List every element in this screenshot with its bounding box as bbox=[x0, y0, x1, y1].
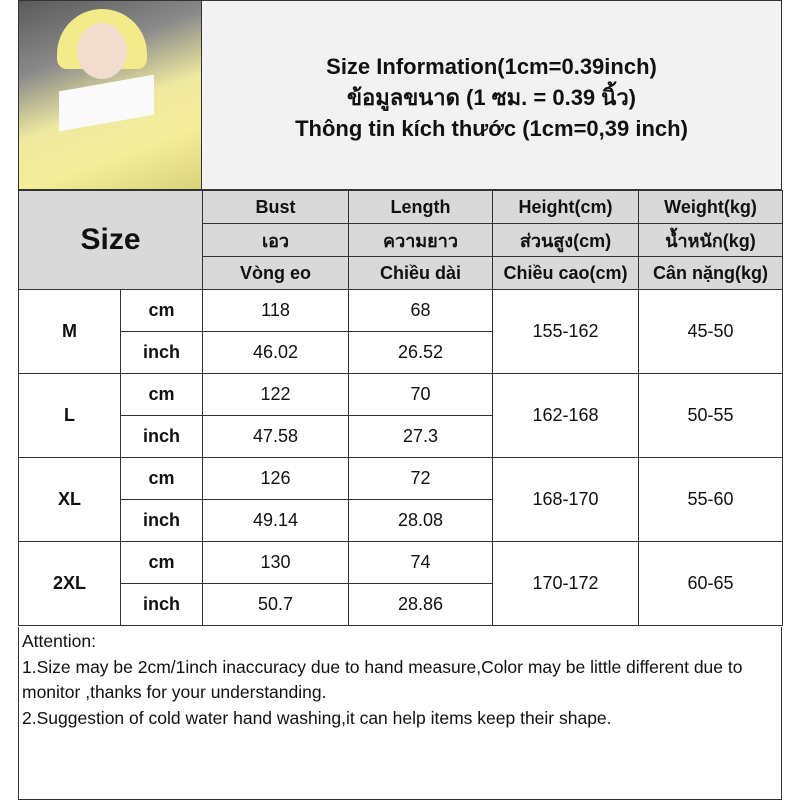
title-thai: ข้อมูลขนาด (1 ซม. = 0.39 นิ้ว) bbox=[346, 85, 636, 110]
header-cell: Chiều dài bbox=[348, 256, 493, 290]
unit-cell: inch bbox=[120, 499, 203, 542]
header-cell: Weight(kg) bbox=[638, 190, 783, 224]
attention-note-1: 1.Size may be 2cm/1inch inaccuracy due t… bbox=[22, 656, 743, 703]
weight-cell: 55-60 bbox=[638, 457, 783, 542]
height-cell: 162-168 bbox=[492, 373, 639, 458]
title-vietnamese: Thông tin kích thước (1cm=0,39 inch) bbox=[295, 116, 688, 141]
header-cell: Height(cm) bbox=[492, 190, 639, 224]
length-cell: 74 bbox=[348, 541, 493, 584]
length-cell: 26.52 bbox=[348, 331, 493, 374]
table-row: inch 50.7 28.86 bbox=[19, 583, 783, 626]
size-header: Size bbox=[18, 190, 203, 290]
bust-cell: 122 bbox=[202, 373, 349, 416]
header-cell: Bust bbox=[202, 190, 349, 224]
bust-cell: 126 bbox=[202, 457, 349, 500]
header-cell: Vòng eo bbox=[202, 256, 349, 290]
table-row: inch 49.14 28.08 bbox=[19, 499, 783, 542]
weight-cell: 50-55 bbox=[638, 373, 783, 458]
header-cell: ความยาว bbox=[348, 223, 493, 257]
header-cell: Length bbox=[348, 190, 493, 224]
unit-cell: cm bbox=[120, 457, 203, 500]
size-cell: L bbox=[18, 373, 121, 458]
unit-cell: cm bbox=[120, 289, 203, 332]
unit-cell: inch bbox=[120, 331, 203, 374]
size-table: Size Bust Length Height(cm) Weight(kg) เอวค… bbox=[18, 190, 783, 626]
bust-cell: 130 bbox=[202, 541, 349, 584]
length-cell: 68 bbox=[348, 289, 493, 332]
bust-cell: 118 bbox=[202, 289, 349, 332]
length-cell: 28.86 bbox=[348, 583, 493, 626]
attention-heading: Attention: bbox=[22, 631, 96, 651]
attention-note-2: 2.Suggestion of cold water hand washing,… bbox=[22, 707, 612, 728]
product-photo bbox=[18, 0, 202, 190]
bust-cell: 50.7 bbox=[202, 583, 349, 626]
height-cell: 155-162 bbox=[492, 289, 639, 374]
bust-cell: 46.02 bbox=[202, 331, 349, 374]
length-cell: 27.3 bbox=[348, 415, 493, 458]
table-row: inch 46.02 26.52 bbox=[19, 331, 783, 374]
header-cell: เอว bbox=[202, 223, 349, 257]
unit-cell: cm bbox=[120, 373, 203, 416]
weight-cell: 45-50 bbox=[638, 289, 783, 374]
table-row: XL cm 126 72 168-170 55-60 bbox=[18, 457, 783, 542]
unit-cell: inch bbox=[120, 583, 203, 626]
length-cell: 72 bbox=[348, 457, 493, 500]
height-cell: 168-170 bbox=[492, 457, 639, 542]
size-cell: 2XL bbox=[18, 541, 121, 626]
header-cell: น้ำหนัก(kg) bbox=[638, 223, 783, 257]
header-cell: Chiều cao(cm) bbox=[492, 256, 639, 290]
header-cell: ส่วนสูง(cm) bbox=[492, 223, 639, 257]
size-cell: M bbox=[18, 289, 121, 374]
bust-cell: 47.58 bbox=[202, 415, 349, 458]
length-cell: 70 bbox=[348, 373, 493, 416]
title-english: Size Information(1cm=0.39inch) bbox=[326, 54, 657, 79]
header-cell: Cân nặng(kg) bbox=[638, 256, 783, 290]
unit-cell: inch bbox=[120, 415, 203, 458]
table-row: inch 47.58 27.3 bbox=[19, 415, 783, 458]
unit-cell: cm bbox=[120, 541, 203, 584]
length-cell: 28.08 bbox=[348, 499, 493, 542]
height-cell: 170-172 bbox=[492, 541, 639, 626]
bust-cell: 49.14 bbox=[202, 499, 349, 542]
title-panel: Size Information(1cm=0.39inch) ข้อมูลขนา… bbox=[202, 0, 782, 190]
table-row: 2XL cm 130 74 170-172 60-65 bbox=[18, 541, 783, 626]
size-cell: XL bbox=[18, 457, 121, 542]
attention-notes: Attention: 1.Size may be 2cm/1inch inacc… bbox=[18, 627, 782, 800]
weight-cell: 60-65 bbox=[638, 541, 783, 626]
